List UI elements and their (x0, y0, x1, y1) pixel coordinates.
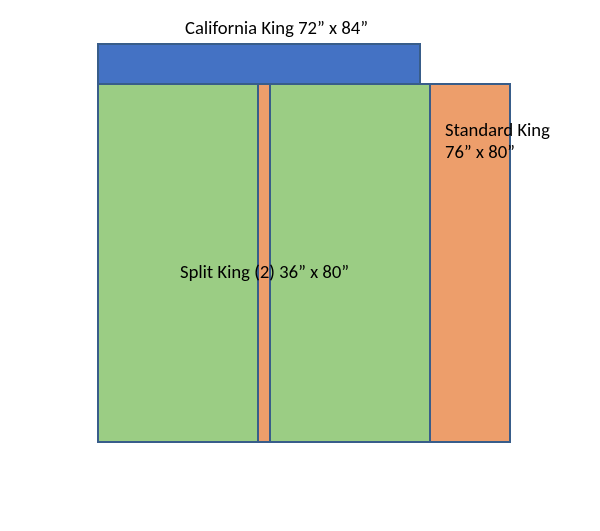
california-king-label: California King 72” x 84” (185, 18, 368, 40)
split-king-label: Split King (2) 36” x 80” (180, 262, 349, 284)
standard-king-label: Standard King 76” x 80” (445, 120, 550, 165)
mattress-size-diagram: California King 72” x 84” Standard King … (0, 0, 600, 531)
